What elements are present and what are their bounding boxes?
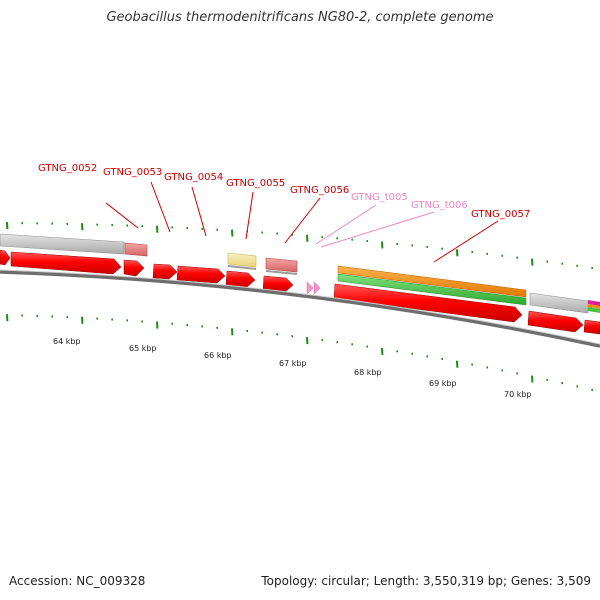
orange-feature [337,265,527,298]
green-feature [588,307,600,313]
gene-feature [265,257,298,273]
label-leader [191,186,207,237]
trna-arrow [313,281,321,295]
cds-arrow [10,251,122,275]
inner-tick-row [6,314,594,392]
kbp-label: 69 kbp [429,379,457,388]
green-feature [337,273,527,306]
yellow-feature [227,252,257,268]
orange-feature [588,304,600,309]
kbp-label: 68 kbp [354,368,382,377]
kbp-label: 64 kbp [53,337,81,346]
label-leader [320,211,435,248]
trna-label[interactable]: GTNG_t005 [351,192,408,203]
label-leader [150,181,171,233]
gray-feature [0,233,125,255]
kbp-label: 67 kbp [279,359,307,368]
label-leader [315,204,377,245]
cds-arrow [333,283,523,323]
gene-label[interactable]: GTNG_0054 [164,172,223,183]
kbp-label: 66 kbp [204,351,232,360]
cds-arrow [583,319,600,335]
label-leader [245,191,254,240]
cds-arrow [262,275,294,293]
genome-backbone-highlight [0,269,600,345]
trna-label[interactable]: GTNG_t006 [411,200,468,211]
cds-arrow [225,270,256,288]
gene-feature [124,242,148,257]
genome-stats-text: Topology: circular; Length: 3,550,319 bp… [261,574,591,588]
label-leader [284,197,321,244]
cds-track [0,249,600,335]
accession-text: Accession: NC_009328 [9,574,146,588]
gray-underline [228,265,256,270]
cds-arrow [123,259,145,277]
kbp-label: 70 kbp [504,390,532,399]
genome-backbone [0,270,600,348]
cds-arrow [527,310,584,333]
cds-arrow [176,265,226,284]
trna-arrow [306,281,314,295]
map-title: Geobacillus thermodenitrificans NG80-2, … [106,10,494,25]
gene-label[interactable]: GTNG_0056 [290,185,349,196]
cds-arrow [152,263,178,280]
cds-arrow [0,249,11,266]
gene-label[interactable]: GTNG_0055 [226,178,285,189]
gene-label[interactable]: GTNG_0057 [471,209,530,220]
gray-underline [266,270,297,275]
feature-track-upper [0,233,600,314]
gray-feature [529,292,589,314]
gene-label[interactable]: GTNG_0052 [38,163,97,174]
gene-label[interactable]: GTNG_0053 [103,167,162,178]
outer-tick-row [6,221,594,270]
label-leader [105,202,139,229]
label-leader [433,220,499,263]
kbp-label: 65 kbp [129,344,157,353]
kbp-labels: 64 kbp 65 kbp 66 kbp 67 kbp 68 kbp 69 kb… [53,337,532,399]
gene-labels: GTNG_0052 GTNG_0053 GTNG_0054 GTNG_0055 … [38,163,530,263]
